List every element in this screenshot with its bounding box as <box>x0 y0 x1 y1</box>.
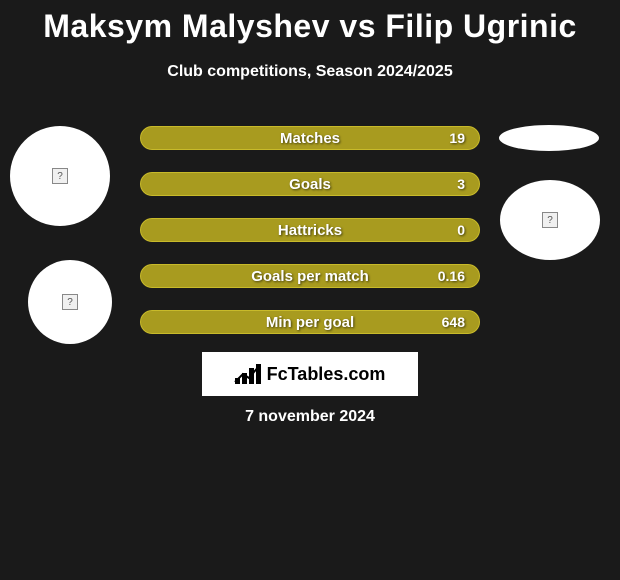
stat-bar: Min per goal 648 <box>140 310 480 334</box>
stat-bar: Goals 3 <box>140 172 480 196</box>
circle-left-bottom: ? <box>28 260 112 344</box>
stats-bars: Matches 19 Goals 3 Hattricks 0 Goals per match… <box>140 126 480 356</box>
stat-bar-value: 19 <box>449 130 465 146</box>
stat-bar-value: 648 <box>442 314 465 330</box>
image-placeholder-icon: ? <box>52 168 68 184</box>
image-placeholder-icon: ? <box>62 294 78 310</box>
stat-bar-label: Goals <box>289 176 331 193</box>
brand-chart-bar <box>249 368 254 384</box>
stat-bar-value: 0 <box>457 222 465 238</box>
image-placeholder-icon: ? <box>542 212 558 228</box>
circle-left-top: ? <box>10 126 110 226</box>
stat-bar-value: 3 <box>457 176 465 192</box>
stat-bar: Goals per match 0.16 <box>140 264 480 288</box>
brand-chart-bar <box>256 364 261 384</box>
ellipse-right-top <box>499 125 599 151</box>
stat-bar: Hattricks 0 <box>140 218 480 242</box>
page-title: Maksym Malyshev vs Filip Ugrinic <box>0 0 620 45</box>
stat-bar: Matches 19 <box>140 126 480 150</box>
brand-chart-bar <box>242 373 247 384</box>
stat-bar-label: Matches <box>280 130 340 147</box>
brand-text: FcTables.com <box>267 364 386 385</box>
stat-bar-label: Goals per match <box>251 268 369 285</box>
brand-box: FcTables.com <box>202 352 418 396</box>
brand-chart-icon <box>235 364 261 384</box>
circle-right-mid: ? <box>500 180 600 260</box>
date-label: 7 november 2024 <box>0 408 620 426</box>
stat-bar-label: Hattricks <box>278 222 342 239</box>
stat-bar-value: 0.16 <box>438 268 465 284</box>
brand-chart-bar <box>235 378 240 384</box>
brand-logo: FcTables.com <box>235 364 386 385</box>
subtitle: Club competitions, Season 2024/2025 <box>0 63 620 81</box>
stat-bar-label: Min per goal <box>266 314 354 331</box>
